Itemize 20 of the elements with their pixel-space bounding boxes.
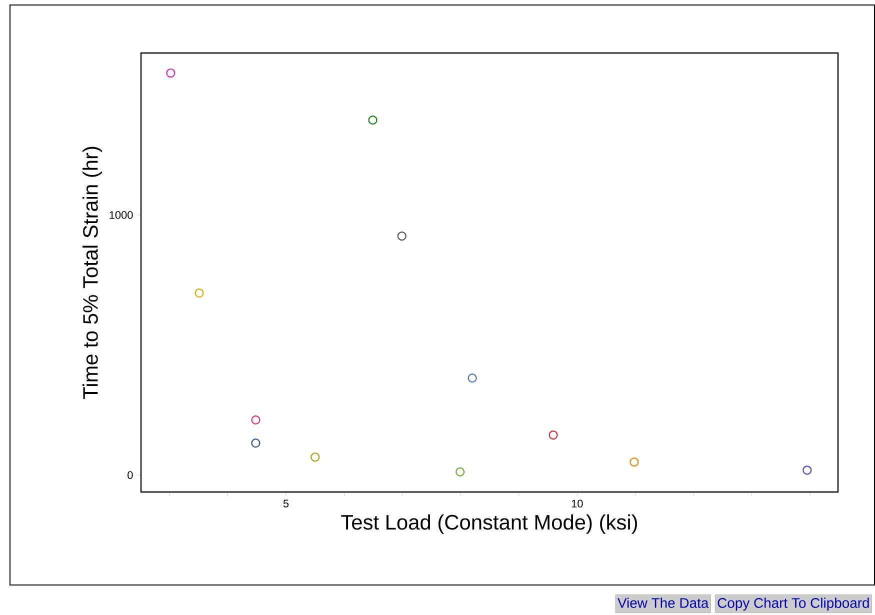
point bbox=[251, 438, 260, 448]
point bbox=[368, 116, 378, 125]
y-tick-label: 0 bbox=[128, 471, 133, 479]
x-axis-title: Test Load (Constant Mode) (ksi) bbox=[341, 514, 638, 534]
point bbox=[251, 415, 260, 424]
x-tick-label: 5 bbox=[283, 500, 289, 508]
point bbox=[802, 466, 812, 475]
y-tick-label: 1000 bbox=[110, 211, 133, 219]
point bbox=[310, 452, 320, 462]
y-axis-title: Time to 5% Total Strain (hr) bbox=[82, 146, 102, 399]
x-tick-label: 10 bbox=[572, 500, 583, 508]
text: View The Data bbox=[618, 598, 709, 608]
point bbox=[166, 68, 176, 78]
point bbox=[548, 430, 558, 440]
point bbox=[397, 232, 406, 241]
text: Copy Chart To Clipboard bbox=[718, 598, 869, 611]
point bbox=[194, 288, 204, 298]
point bbox=[468, 374, 477, 383]
point bbox=[456, 467, 465, 477]
point bbox=[630, 458, 639, 467]
